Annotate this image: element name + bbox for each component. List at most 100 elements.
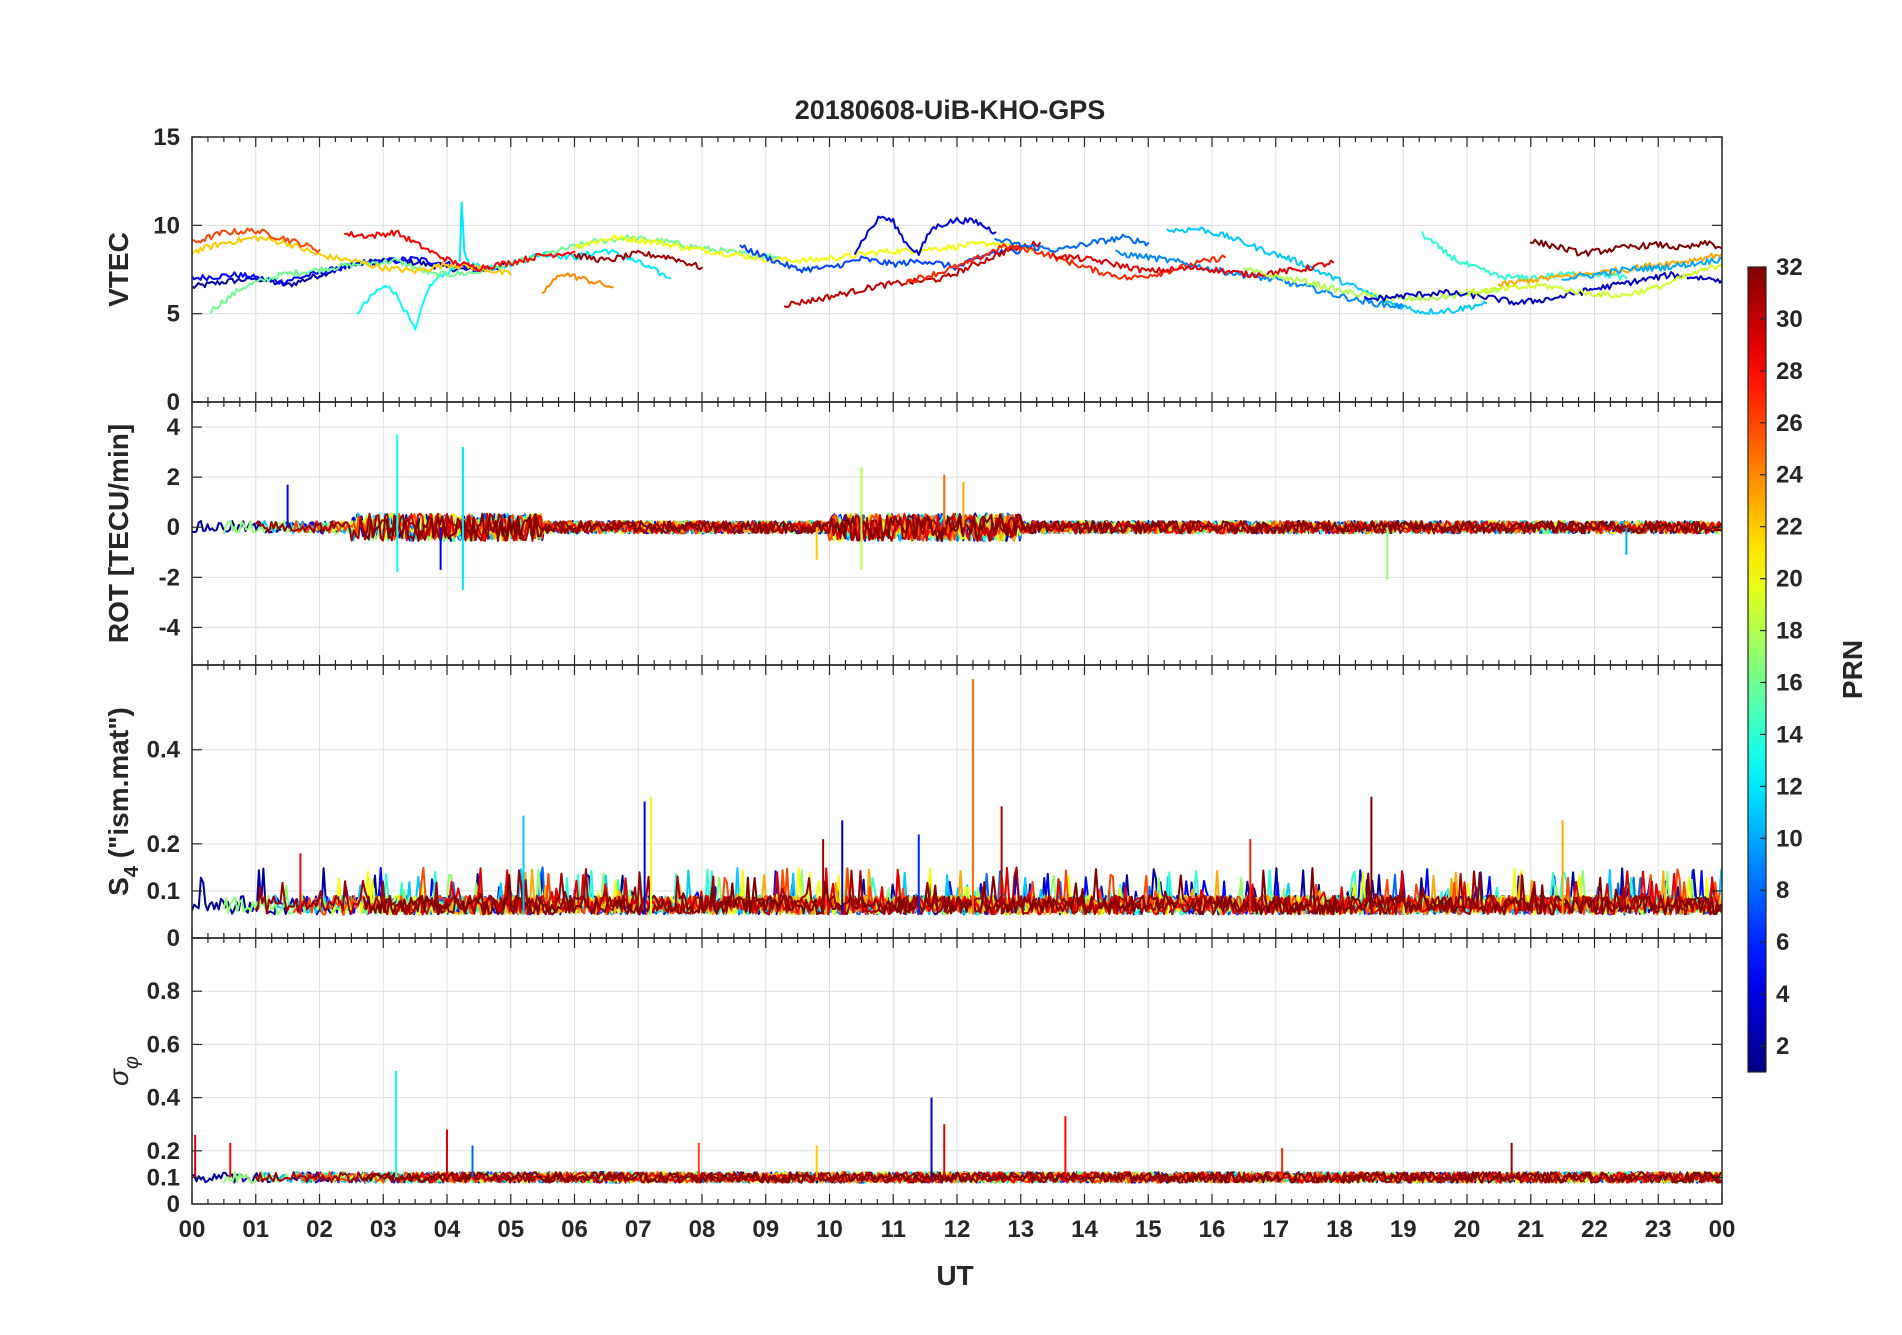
y-tick-label: 0.8 [147,978,180,1005]
series-prn-4 [854,215,997,256]
series-prn-30 [783,240,1041,309]
series-prn-14 [1421,231,1628,282]
y-tick-label: 0 [167,925,180,952]
x-tick-label: 18 [1326,1216,1353,1243]
series-prn-10 [1561,256,1722,281]
colorbar-tick-label: 28 [1776,358,1803,385]
data-layer-rot [192,434,1722,590]
trace-prn-32 [363,512,1722,542]
x-tick-label: 09 [752,1216,779,1243]
x-tick-label: 12 [944,1216,971,1243]
x-tick-label: 20 [1454,1216,1481,1243]
colorbar-tick-label: 18 [1776,618,1803,645]
y-tick-label: -2 [159,564,180,591]
x-tick-label: 14 [1071,1216,1098,1243]
colorbar-tick-label: 6 [1776,929,1789,956]
colorbar-tick-label: 20 [1776,566,1803,593]
x-tick-label: 22 [1581,1216,1608,1243]
y-axis-title-vtec: VTEC [103,232,134,307]
chart-title: 20180608-UiB-KHO-GPS [795,95,1106,125]
colorbar-tick-label: 30 [1776,306,1803,333]
series-prn-26 [192,227,321,254]
series-prn-19 [1466,263,1722,299]
x-axis-title: UT [936,1260,973,1291]
panel-sigma_phi: 00.10.2 0.4 0.6 0.8 σφ [103,937,1723,1218]
x-tick-label: 07 [625,1216,652,1243]
x-tick-label: 05 [497,1216,524,1243]
x-tick-label: 13 [1007,1216,1034,1243]
y-tick-label: 0 [167,1191,180,1218]
y-axis-title-sigma_phi: σφ [103,1056,143,1086]
colorbar-tick-label: 12 [1776,773,1803,800]
x-tick-label: 06 [561,1216,588,1243]
colorbar-tick-label: 8 [1776,877,1789,904]
y-tick-label: 0.1 [147,1164,180,1191]
colorbar-title: PRN [1837,640,1868,699]
colorbar-tick-label: 16 [1776,669,1803,696]
x-tick-label: 17 [1262,1216,1289,1243]
colorbar-tick-label: 24 [1776,462,1803,489]
colorbar-bar [1747,266,1767,1073]
data-layer-s4 [192,679,1722,916]
y-tick-label: 0 [167,514,180,541]
y-tick-label: 0.4 [147,737,181,764]
data-layer-vtec [192,201,1722,331]
x-tick-label: 11 [881,1216,906,1243]
colorbar-tick-label: 4 [1776,981,1790,1008]
x-tick-label: 04 [434,1216,461,1243]
y-tick-label: 4 [167,414,181,441]
x-tick-label: 10 [816,1216,843,1243]
panel-s4: 0 0.1 0.2 0.4S4 ("ism.mat") [103,664,1723,952]
x-tick-label: 00 [179,1216,206,1243]
trace-prn-32 [363,867,1722,916]
x-tick-label: 01 [242,1216,269,1243]
y-tick-label: 0.4 [147,1085,181,1112]
trace-prn-32 [363,1171,1722,1184]
x-tick-label: 02 [306,1216,333,1243]
x-tick-label: 00 [1709,1216,1736,1243]
y-axis-title-rot: ROT [TECU/min] [103,424,134,643]
y-tick-label: 2 [167,464,180,491]
series-prn-22 [192,235,512,276]
colorbar-tick-label: 32 [1776,254,1803,281]
x-tick-label: 03 [370,1216,397,1243]
series-prn-11 [1166,226,1488,316]
x-tick-label: 15 [1135,1216,1162,1243]
x-tick-labels: 00 01 02 03 04 05 06 07 08 09 10 11 12 13 14 15 16 17 18 19… [179,1216,1736,1243]
x-tick-label: 21 [1517,1216,1544,1243]
colorbar-tick-label: 2 [1776,1033,1789,1060]
series-prn-27 [905,242,1226,286]
y-tick-label: 10 [153,212,180,239]
x-tick-label: 08 [689,1216,716,1243]
x-tick-label: 23 [1645,1216,1672,1243]
series-prn-29 [1051,251,1335,279]
series-prn-3 [1364,271,1722,306]
panel-vtec: 0 5 10 15 VTEC [103,124,1723,416]
series-prn-20 [573,234,1035,265]
y-tick-label: 15 [153,124,180,151]
series-prn-5 [192,256,499,286]
colorbar-tick-label: 10 [1776,825,1803,852]
colorbar-tick-label: 14 [1776,721,1803,748]
panel-rot: -4 -2 0 2 4 ROT [TECU/min] [103,401,1723,666]
y-tick-label: 0.2 [147,831,180,858]
y-tick-label: 0 [167,389,180,416]
data-layer-sigma_phi [192,1071,1722,1184]
x-tick-label: 19 [1390,1216,1417,1243]
y-tick-label: 0.6 [147,1031,180,1058]
y-tick-label: 0.2 [147,1138,180,1165]
y-tick-label: 5 [167,301,180,328]
y-tick-label: 0.1 [147,878,180,905]
series-prn-9 [1115,249,1405,310]
colorbar-tick-label: 26 [1776,410,1803,437]
x-tick-label: 16 [1199,1216,1226,1243]
series-prn-31 [573,249,703,271]
colorbar-tick-label: 22 [1776,514,1803,541]
y-axis-title-s4: S4 ("ism.mat") [103,707,143,896]
series-prn-8 [994,233,1150,253]
y-tick-label: -4 [159,614,181,641]
